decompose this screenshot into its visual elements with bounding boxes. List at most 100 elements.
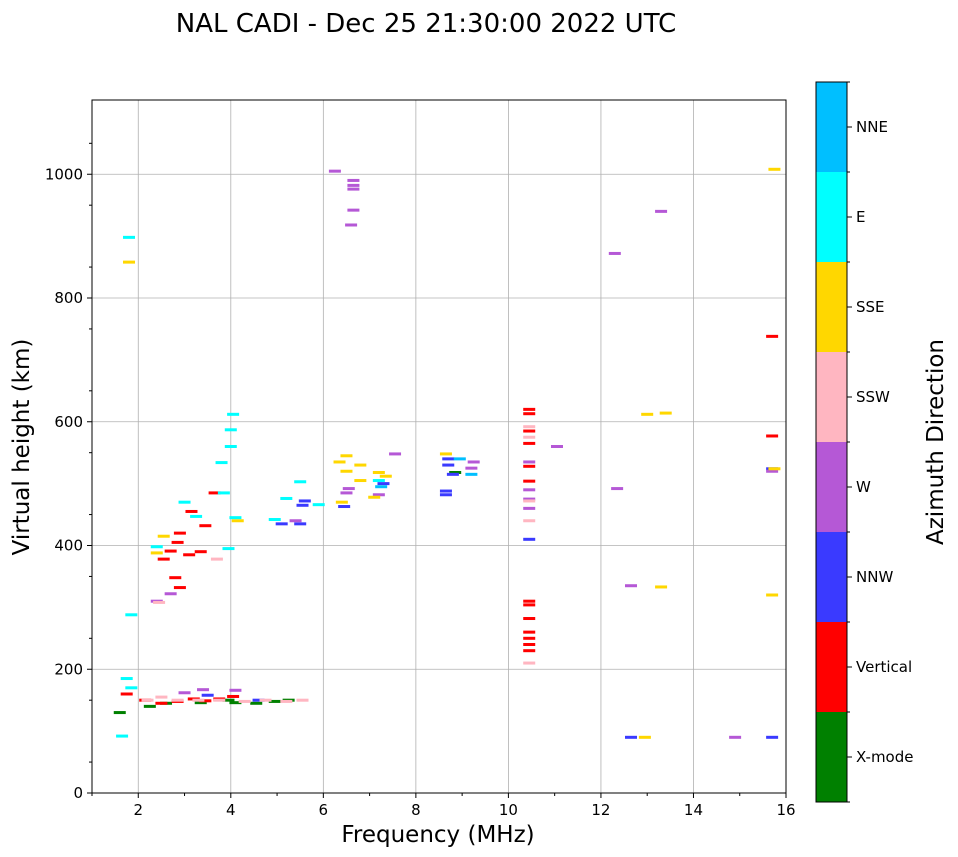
data-point-sse (768, 467, 781, 471)
data-point-ssw (153, 600, 166, 604)
data-point-w (372, 493, 385, 497)
data-point-sse (150, 551, 163, 555)
colorbar-tick-label: SSW (856, 388, 890, 406)
data-point-e (227, 412, 240, 416)
data-point-w (608, 251, 621, 255)
data-point-vertical (227, 694, 240, 698)
data-point-ssw (210, 557, 223, 561)
data-point-e (178, 500, 191, 504)
data-point-e (215, 461, 228, 465)
data-point-w (655, 209, 668, 213)
data-point-nnw (442, 457, 455, 461)
data-point-w (328, 169, 341, 173)
data-point-vertical (523, 599, 536, 603)
data-point-ssw (259, 698, 272, 702)
data-point-nnw (338, 505, 351, 509)
plot-area (92, 100, 786, 793)
x-tick-label: 16 (776, 801, 795, 819)
data-point-ssw (192, 698, 205, 702)
x-tick-label: 6 (319, 801, 329, 819)
data-point-x-mode (229, 701, 242, 705)
x-tick-label: 12 (591, 801, 610, 819)
colorbar-segment-x-mode (816, 712, 847, 802)
chart-title: NAL CADI - Dec 25 21:30:00 2022 UTC (176, 9, 676, 39)
data-point-vertical (120, 692, 133, 696)
data-point-nnw (446, 472, 459, 476)
data-point-e (217, 491, 230, 495)
y-tick-label: 200 (54, 660, 83, 678)
data-point-ssw (155, 695, 168, 699)
data-point-vertical (185, 509, 198, 513)
data-point-vertical (523, 636, 536, 640)
data-point-vertical (208, 491, 221, 495)
data-point-w (523, 488, 536, 492)
data-point-vertical (157, 557, 170, 561)
data-point-vertical (523, 429, 536, 433)
data-point-e (150, 545, 163, 549)
data-point-vertical (171, 540, 184, 544)
colorbar-label: Azimuth Direction (923, 339, 949, 545)
colorbar: X-mode Vertical NNW W SSW SSE E NNE (815, 81, 913, 803)
data-point-e (125, 686, 138, 690)
data-point-sse (123, 260, 136, 264)
data-point-w (766, 469, 779, 473)
colorbar-segment-w (816, 442, 847, 532)
data-point-vertical (766, 434, 779, 438)
data-point-ssw (523, 661, 536, 665)
data-point-w (389, 452, 402, 456)
data-point-e (116, 734, 129, 738)
data-point-w (523, 460, 536, 464)
data-point-w (465, 466, 478, 470)
data-point-sse (768, 167, 781, 171)
data-point-w (342, 487, 355, 491)
data-point-nnw (298, 499, 311, 503)
x-tick-label: 14 (684, 801, 703, 819)
data-point-nne (375, 485, 388, 489)
data-point-nnw (377, 482, 390, 486)
data-point-sse (368, 495, 381, 499)
data-point-sse (231, 519, 244, 523)
y-tick-label: 400 (54, 537, 83, 555)
data-point-vertical (173, 531, 186, 535)
data-point-sse (641, 412, 654, 416)
colorbar-tick-label: W (856, 478, 871, 496)
x-tick-label: 10 (499, 801, 518, 819)
data-point-sse (354, 463, 367, 467)
data-point-x-mode (143, 704, 156, 708)
data-point-vertical (766, 334, 779, 338)
data-point-vertical (523, 603, 536, 607)
colorbar-tick-label: Vertical (856, 658, 912, 676)
data-point-x-mode (194, 701, 207, 705)
data-point-sse (659, 411, 672, 415)
data-point-ssw (171, 698, 184, 702)
colorbar-frame (815, 81, 848, 803)
data-point-e (125, 613, 138, 617)
plot-frame (91, 99, 787, 794)
data-point-w (289, 519, 302, 523)
data-point-nnw (252, 698, 265, 702)
x-tick-label: 8 (411, 801, 421, 819)
data-point-sse (354, 479, 367, 483)
data-point-vertical (155, 701, 168, 705)
colorbar-tick-label: E (856, 208, 865, 226)
data-point-ssw (523, 519, 536, 523)
data-point-nne (465, 472, 478, 476)
data-point-w (164, 592, 177, 596)
data-point-vertical (523, 617, 536, 621)
x-axis-label: Frequency (MHz) (341, 822, 534, 848)
data-point-e (123, 235, 136, 239)
data-point-x-mode (250, 701, 263, 705)
data-point-vertical (523, 412, 536, 416)
data-point-e (190, 514, 203, 518)
data-point-sse (379, 474, 392, 478)
data-point-ssw (238, 699, 251, 703)
data-point-vertical (523, 649, 536, 653)
data-point-nnw (766, 735, 779, 739)
data-point-sse (333, 460, 346, 464)
colorbar-segment-nne (816, 82, 847, 172)
data-point-e (294, 480, 307, 484)
data-point-vertical (194, 550, 207, 554)
data-point-w (625, 584, 638, 588)
x-tick-label: 4 (226, 801, 236, 819)
